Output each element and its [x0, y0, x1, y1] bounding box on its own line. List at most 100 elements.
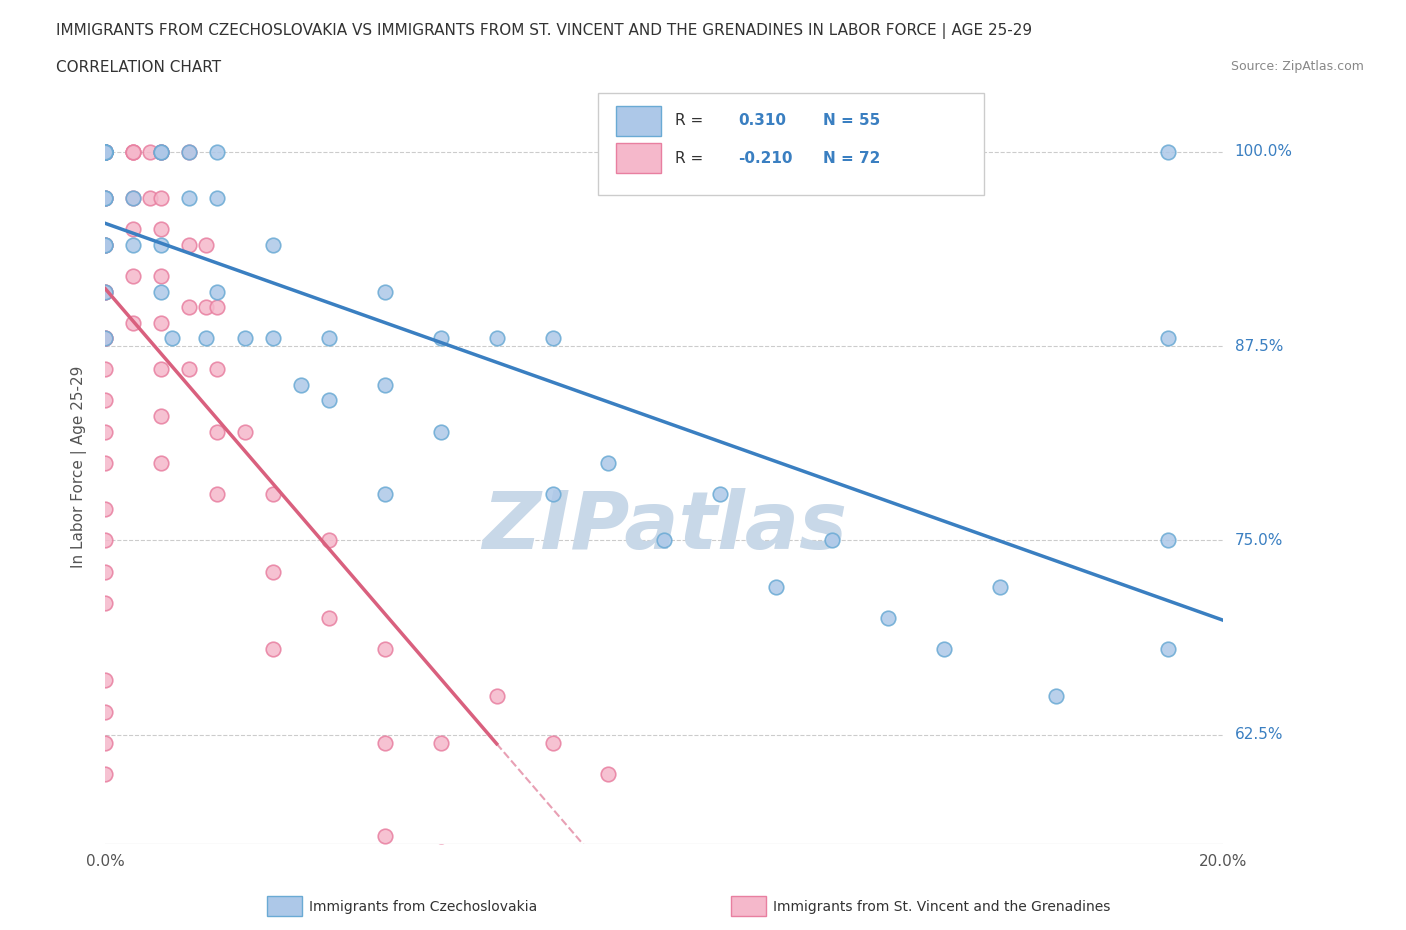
Point	[94, 285, 117, 299]
Point	[94, 144, 117, 159]
Point	[262, 486, 284, 501]
Point	[541, 331, 564, 346]
Point	[150, 144, 173, 159]
Point	[233, 424, 256, 439]
Point	[94, 362, 117, 377]
Point	[94, 456, 117, 471]
Point	[94, 237, 117, 252]
Point	[485, 688, 508, 703]
Text: R =: R =	[675, 151, 709, 166]
Point	[162, 331, 184, 346]
Point	[94, 673, 117, 688]
Point	[318, 393, 340, 408]
Point	[374, 378, 396, 392]
Point	[765, 579, 787, 594]
Point	[932, 642, 955, 657]
Point	[94, 144, 117, 159]
Point	[194, 237, 217, 252]
Point	[94, 237, 117, 252]
Point	[94, 144, 117, 159]
Point	[318, 611, 340, 626]
Point	[374, 486, 396, 501]
Point	[205, 424, 228, 439]
Point	[150, 222, 173, 237]
Text: R =: R =	[675, 113, 709, 128]
Point	[94, 144, 117, 159]
Point	[541, 486, 564, 501]
Point	[1156, 642, 1178, 657]
Point	[122, 315, 145, 330]
Text: Source: ZipAtlas.com: Source: ZipAtlas.com	[1230, 60, 1364, 73]
Point	[150, 456, 173, 471]
Point	[94, 331, 117, 346]
Point	[94, 144, 117, 159]
Point	[821, 533, 844, 548]
Point	[205, 144, 228, 159]
Point	[877, 611, 900, 626]
Point	[150, 144, 173, 159]
Point	[94, 331, 117, 346]
Point	[122, 269, 145, 284]
Point	[94, 144, 117, 159]
Point	[122, 144, 145, 159]
Point	[94, 144, 117, 159]
Point	[94, 766, 117, 781]
Point	[429, 424, 451, 439]
Point	[150, 315, 173, 330]
Point	[150, 408, 173, 423]
Point	[598, 766, 620, 781]
Point	[179, 362, 201, 377]
Text: 0.310: 0.310	[738, 113, 786, 128]
Point	[94, 331, 117, 346]
Text: Immigrants from Czechoslovakia: Immigrants from Czechoslovakia	[309, 899, 537, 914]
Point	[150, 285, 173, 299]
Point	[374, 285, 396, 299]
Point	[94, 144, 117, 159]
Point	[94, 736, 117, 751]
Point	[122, 237, 145, 252]
Y-axis label: In Labor Force | Age 25-29: In Labor Force | Age 25-29	[72, 365, 87, 568]
Point	[205, 486, 228, 501]
Point	[1156, 331, 1178, 346]
Point	[1156, 533, 1178, 548]
Point	[262, 642, 284, 657]
Point	[429, 736, 451, 751]
Point	[94, 502, 117, 517]
Point	[179, 299, 201, 314]
Point	[374, 829, 396, 844]
Point	[94, 565, 117, 579]
Point	[94, 144, 117, 159]
Point	[94, 191, 117, 206]
Point	[179, 144, 201, 159]
Point	[374, 736, 396, 751]
Point	[139, 191, 162, 206]
Point	[139, 144, 162, 159]
Point	[94, 285, 117, 299]
Point	[318, 533, 340, 548]
Point	[94, 285, 117, 299]
Point	[94, 144, 117, 159]
Point	[374, 642, 396, 657]
Point	[709, 486, 731, 501]
Point	[94, 424, 117, 439]
Point	[94, 144, 117, 159]
Point	[94, 191, 117, 206]
Text: -0.210: -0.210	[738, 151, 793, 166]
Point	[1045, 688, 1067, 703]
Text: ZIPatlas: ZIPatlas	[482, 488, 846, 566]
Point	[179, 191, 201, 206]
Point	[262, 237, 284, 252]
Point	[150, 191, 173, 206]
Point	[122, 144, 145, 159]
Point	[194, 299, 217, 314]
Point	[122, 191, 145, 206]
Point	[122, 144, 145, 159]
Point	[150, 362, 173, 377]
Text: 100.0%: 100.0%	[1234, 144, 1292, 159]
Point	[205, 362, 228, 377]
Point	[94, 144, 117, 159]
Point	[94, 237, 117, 252]
Point	[94, 144, 117, 159]
Point	[205, 191, 228, 206]
Point	[429, 331, 451, 346]
